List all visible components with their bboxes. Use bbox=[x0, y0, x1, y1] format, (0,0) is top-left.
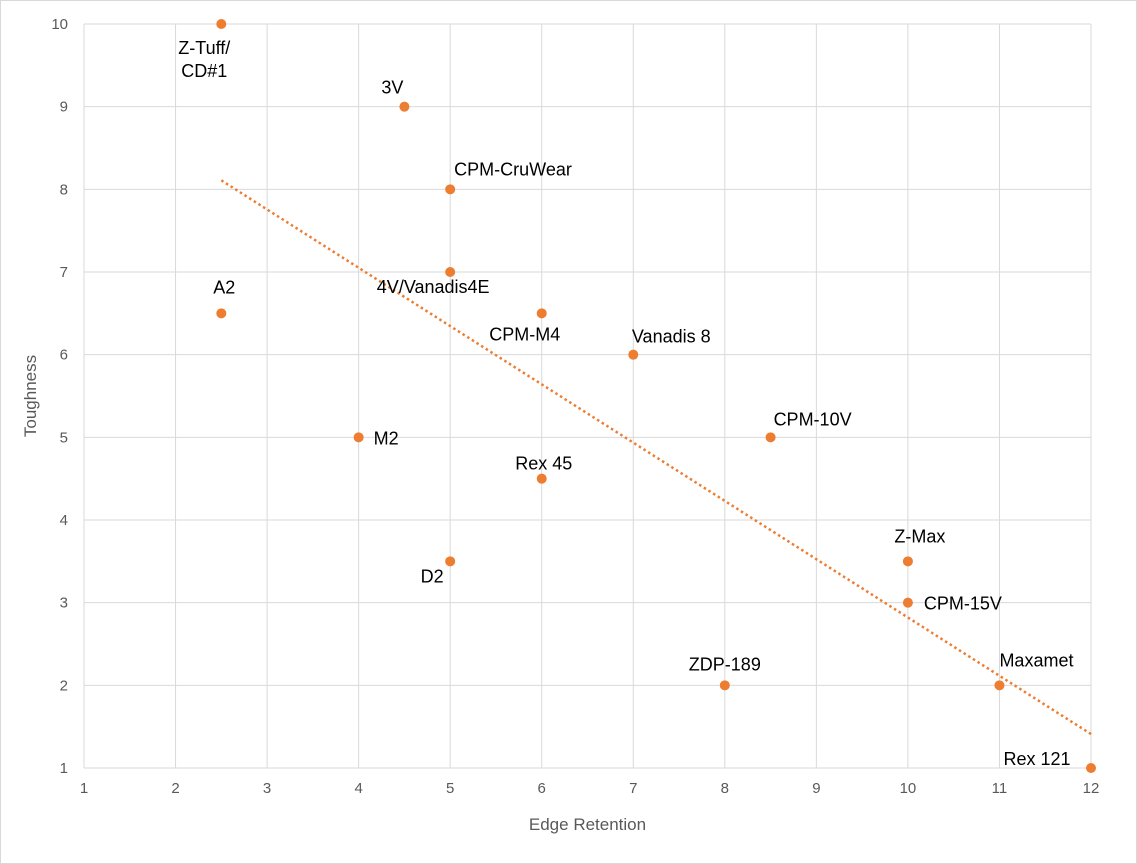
data-point bbox=[536, 308, 547, 319]
x-tick-label: 10 bbox=[900, 780, 917, 797]
point-labels-layer: Z-Tuff/CD#1 3V CPM-CruWear 4V/Vanadis4E A2 CP… bbox=[178, 38, 1073, 769]
point-label: Rex 121 bbox=[1003, 749, 1070, 769]
y-tick-label: 4 bbox=[60, 512, 68, 529]
y-axis-title: Toughness bbox=[21, 355, 40, 437]
x-tick-label: 1 bbox=[80, 780, 88, 797]
y-tick-label: 1 bbox=[60, 760, 68, 777]
points-layer bbox=[216, 19, 1096, 773]
data-point bbox=[216, 308, 227, 319]
x-tick-label: 3 bbox=[263, 780, 271, 797]
point-label: 3V bbox=[381, 78, 403, 98]
y-tick-label: 8 bbox=[60, 181, 68, 198]
data-point bbox=[445, 267, 456, 277]
y-tick-label: 2 bbox=[60, 677, 68, 694]
data-point bbox=[445, 556, 456, 567]
data-point bbox=[1086, 763, 1096, 773]
x-tick-label: 5 bbox=[446, 780, 454, 797]
y-tick-label: 10 bbox=[51, 16, 68, 33]
x-tick-label: 9 bbox=[812, 780, 820, 797]
y-tick-label: 9 bbox=[60, 99, 68, 116]
point-label: CPM-10V bbox=[774, 409, 852, 429]
x-tick-label: 2 bbox=[171, 780, 179, 797]
data-point bbox=[765, 432, 776, 443]
point-label: 4V/Vanadis4E bbox=[377, 277, 490, 297]
y-tick-label: 6 bbox=[60, 347, 68, 364]
data-point bbox=[628, 349, 639, 360]
point-label: M2 bbox=[374, 428, 399, 448]
point-label: Rex 45 bbox=[515, 454, 572, 474]
y-tick-label: 5 bbox=[60, 429, 68, 446]
point-label: A2 bbox=[213, 277, 235, 297]
point-label: Z-Max bbox=[894, 526, 945, 546]
x-tick-label: 4 bbox=[354, 780, 362, 797]
point-label: ZDP-189 bbox=[689, 654, 761, 674]
data-point bbox=[902, 556, 913, 567]
point-label: Z-Tuff/CD#1 bbox=[178, 38, 230, 81]
data-point bbox=[719, 680, 730, 691]
y-tick-label: 7 bbox=[60, 264, 68, 281]
x-tick-label: 6 bbox=[538, 780, 546, 797]
data-point bbox=[902, 597, 913, 608]
data-point bbox=[445, 184, 456, 195]
data-point bbox=[994, 680, 1005, 691]
y-tick-label: 3 bbox=[60, 595, 68, 612]
point-label: Vanadis 8 bbox=[632, 327, 711, 347]
point-label: CPM-CruWear bbox=[454, 159, 572, 179]
grid bbox=[83, 23, 1092, 769]
data-point bbox=[216, 19, 227, 29]
point-label: CPM-15V bbox=[924, 594, 1002, 614]
x-axis-title: Edge Retention bbox=[529, 815, 646, 834]
point-label: D2 bbox=[421, 566, 444, 586]
point-label: Maxamet bbox=[999, 650, 1073, 670]
trendline-layer bbox=[220, 179, 1092, 736]
data-point bbox=[399, 101, 410, 112]
data-point bbox=[536, 473, 547, 484]
x-tick-label: 7 bbox=[629, 780, 637, 797]
data-point bbox=[353, 432, 364, 443]
trendline bbox=[220, 179, 1092, 736]
x-tick-label: 11 bbox=[992, 780, 1008, 797]
point-label: CPM-M4 bbox=[489, 324, 560, 344]
x-tick-label: 12 bbox=[1083, 780, 1100, 797]
x-tick-label: 8 bbox=[721, 780, 729, 797]
